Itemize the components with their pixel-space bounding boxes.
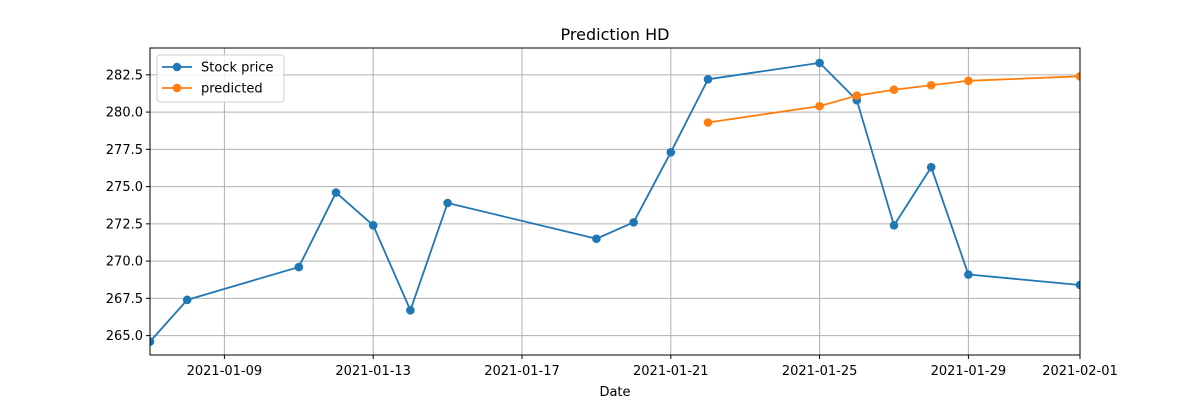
y-tick-label: 277.5: [106, 143, 143, 158]
data-point: [629, 218, 638, 227]
grid: [150, 48, 1081, 355]
y-tick-label: 270.0: [106, 255, 143, 270]
x-tick-label: 2021-01-17: [484, 364, 560, 379]
x-axis-title: Date: [599, 385, 630, 400]
series-markers: [703, 72, 1080, 127]
data-point: [703, 74, 713, 84]
data-point: [182, 295, 192, 305]
data-point: [926, 80, 936, 90]
x-axis: 2021-01-09 2021-01-13 2021-01-17 2021-01-21…: [187, 355, 1118, 379]
data-point: [926, 162, 936, 172]
legend: Stock price predicted: [156, 54, 285, 103]
legend-label: predicted: [201, 82, 263, 97]
data-point: [703, 118, 713, 127]
x-tick-label: 2021-01-29: [931, 364, 1007, 379]
legend-marker: [172, 62, 182, 72]
y-tick-label: 267.5: [106, 292, 143, 307]
x-tick-label: 2021-01-21: [633, 364, 709, 379]
legend-item: Stock price: [162, 61, 273, 76]
data-point: [964, 270, 973, 279]
legend-marker: [172, 83, 182, 93]
x-tick-label: 2021-02-01: [1042, 364, 1118, 379]
data-point: [964, 76, 973, 86]
data-point: [150, 337, 155, 346]
series-stock-price: [149, 58, 1081, 346]
x-tick-label: 2021-01-09: [187, 364, 263, 379]
x-tick-label: 2021-01-25: [782, 364, 858, 379]
legend-item: predicted: [162, 82, 263, 97]
series-markers: [150, 58, 1080, 346]
plot-frame: [149, 47, 1081, 356]
data-point: [815, 58, 824, 68]
data-point: [666, 148, 676, 157]
data-point: [889, 85, 899, 95]
data-point: [1075, 72, 1080, 81]
y-axis: 265.0 267.5 270.0 272.5 275.0 277.5 280.0 282.5: [106, 68, 150, 344]
plot-lines: [149, 58, 1081, 346]
data-point: [331, 188, 341, 197]
data-point: [889, 221, 899, 230]
data-point: [1075, 280, 1080, 290]
chart-title: Prediction HD: [561, 25, 670, 44]
y-tick-label: 275.0: [106, 180, 143, 195]
data-point: [294, 262, 304, 272]
data-point: [852, 91, 862, 100]
y-tick-label: 282.5: [106, 68, 143, 83]
y-tick-label: 265.0: [106, 329, 143, 344]
data-point: [592, 234, 601, 244]
y-tick-label: 272.5: [106, 217, 143, 232]
data-point: [406, 305, 415, 315]
y-tick-label: 280.0: [106, 106, 143, 121]
data-point: [368, 221, 378, 230]
legend-label: Stock price: [201, 61, 273, 76]
x-tick-label: 2021-01-13: [335, 364, 411, 379]
series-predicted: [703, 72, 1081, 127]
data-point: [443, 198, 452, 208]
data-point: [815, 101, 824, 111]
